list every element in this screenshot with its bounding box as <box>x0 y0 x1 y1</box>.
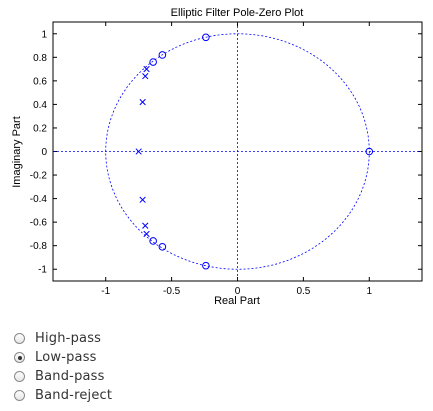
y-tick-label: 0.4 <box>33 100 47 111</box>
y-tick-label: -0.4 <box>30 194 48 205</box>
reference-lines <box>53 22 422 281</box>
zero-marker <box>202 261 210 270</box>
pole-marker-stroke <box>139 98 146 106</box>
x-tick-label: -0.5 <box>163 286 181 297</box>
pole-marker <box>143 65 150 73</box>
y-tick-label: 0.8 <box>33 53 47 64</box>
y-tick-label: -0.2 <box>30 171 48 182</box>
zero-marker <box>158 243 167 251</box>
y-tick-label: -1 <box>38 265 47 276</box>
pole-zero-markers <box>135 33 374 270</box>
radio-label-band-pass: Band-pass <box>35 369 105 384</box>
axis-ticks: -1 -0.5 0 0.5 1 1 0.8 0.6 0.4 0.2 0 -0.2 -0.4 -0.6 -0.… <box>30 22 422 297</box>
radio-button-band-reject[interactable] <box>14 390 25 401</box>
radio-option-band-pass[interactable]: Band-pass <box>14 367 112 386</box>
y-tick-label: 0 <box>41 147 47 158</box>
y-tick-label: -0.8 <box>30 241 48 252</box>
pole-zero-plot: Elliptic Filter Pole-Zero Plot Real Part… <box>11 7 423 307</box>
x-tick-label: 0 <box>235 286 241 297</box>
zero-marker <box>202 33 210 42</box>
x-tick-label: -1 <box>101 286 110 297</box>
radio-option-high-pass[interactable]: High-pass <box>14 329 112 348</box>
zero-marker <box>149 237 157 245</box>
radio-button-high-pass[interactable] <box>14 333 25 344</box>
x-axis-label: Real Part <box>214 295 260 307</box>
zero-marker <box>158 51 167 59</box>
radio-button-low-pass[interactable] <box>14 352 25 363</box>
pole-marker <box>142 73 149 80</box>
pole-marker-stroke <box>143 65 150 73</box>
pole-marker-stroke <box>142 73 149 80</box>
x-tick-label: 0.5 <box>296 286 310 297</box>
filter-type-radio-group: High-pass Low-pass Band-pass Band-reject <box>14 329 112 405</box>
pole-marker <box>135 148 142 155</box>
pole-marker-stroke <box>139 196 146 203</box>
x-tick-label: 1 <box>367 286 373 297</box>
zero-marker <box>149 58 157 66</box>
pole-marker-stroke <box>142 222 149 229</box>
y-axis-label: Imaginary Part <box>11 116 23 188</box>
radio-label-low-pass: Low-pass <box>35 350 97 365</box>
y-tick-label: -0.6 <box>30 218 48 229</box>
pole-marker-stroke <box>135 148 142 155</box>
radio-option-band-reject[interactable]: Band-reject <box>14 386 112 405</box>
pole-marker <box>139 98 146 106</box>
radio-label-high-pass: High-pass <box>35 331 102 346</box>
radio-button-band-pass[interactable] <box>14 371 25 382</box>
chart-title: Elliptic Filter Pole-Zero Plot <box>171 7 304 19</box>
pole-marker <box>143 230 150 238</box>
pole-marker <box>139 196 146 203</box>
pole-marker <box>142 222 149 229</box>
y-tick-label: 0.6 <box>33 76 47 87</box>
y-tick-label: 1 <box>41 29 47 40</box>
radio-option-low-pass[interactable]: Low-pass <box>14 348 112 367</box>
zero-marker <box>365 147 374 156</box>
pole-marker-stroke <box>143 230 150 238</box>
y-tick-label: 0.2 <box>33 123 47 134</box>
radio-label-band-reject: Band-reject <box>35 388 113 403</box>
